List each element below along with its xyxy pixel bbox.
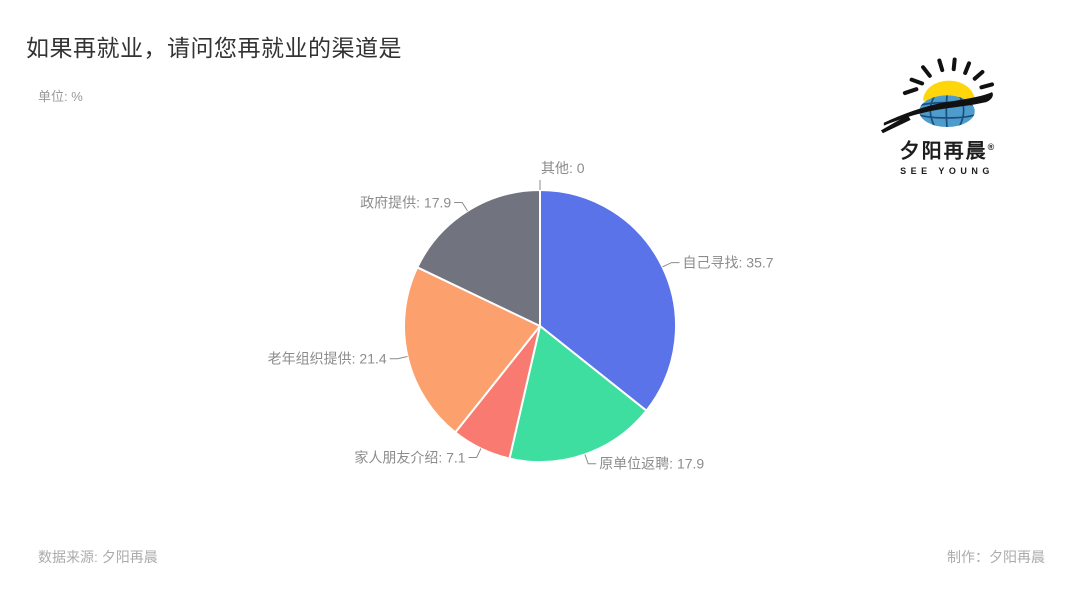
pie-label-line-3 — [389, 356, 408, 360]
pie-label-0: 自己寻找: 35.7 — [683, 255, 774, 271]
pie-label-line-2 — [468, 448, 482, 458]
sun-icon — [923, 80, 975, 101]
footer-data-source: 数据来源: 夕阳再晨 — [38, 549, 158, 565]
pie-label-line-1 — [584, 454, 597, 465]
pie-label-1: 原单位返聘: 17.9 — [599, 456, 704, 472]
pie-label-5: 其他: 0 — [541, 160, 585, 176]
pie-label-3: 老年组织提供: 21.4 — [268, 351, 387, 367]
brand-name-en: SEE YOUNG — [900, 165, 994, 176]
pie-label-line-4 — [454, 202, 468, 212]
page-title: 如果再就业，请问您再就业的渠道是 — [26, 35, 402, 61]
sun-rays-icon — [902, 57, 994, 96]
pie-label-2: 家人朋友介绍: 7.1 — [354, 449, 465, 465]
unit-label: 单位: % — [38, 89, 83, 104]
pie-label-line-0 — [662, 262, 680, 268]
brush-swoosh-icon — [880, 92, 993, 134]
brand-name-cn: 夕阳再晨® — [899, 140, 995, 163]
pie-slice-1[interactable] — [508, 325, 648, 463]
sun-globe-logo-icon — [880, 57, 994, 134]
footer-credit: 制作：夕阳再晨 — [947, 549, 1045, 565]
registered-mark: ® — [987, 142, 995, 152]
brand-logo: 夕阳再晨® SEE YOUNG — [880, 54, 1014, 177]
pie-slice-3[interactable] — [403, 266, 541, 434]
pie-slice-4[interactable] — [416, 189, 541, 327]
pie-label-4: 政府提供: 17.9 — [360, 194, 451, 210]
pie-slice-0[interactable] — [539, 189, 677, 412]
